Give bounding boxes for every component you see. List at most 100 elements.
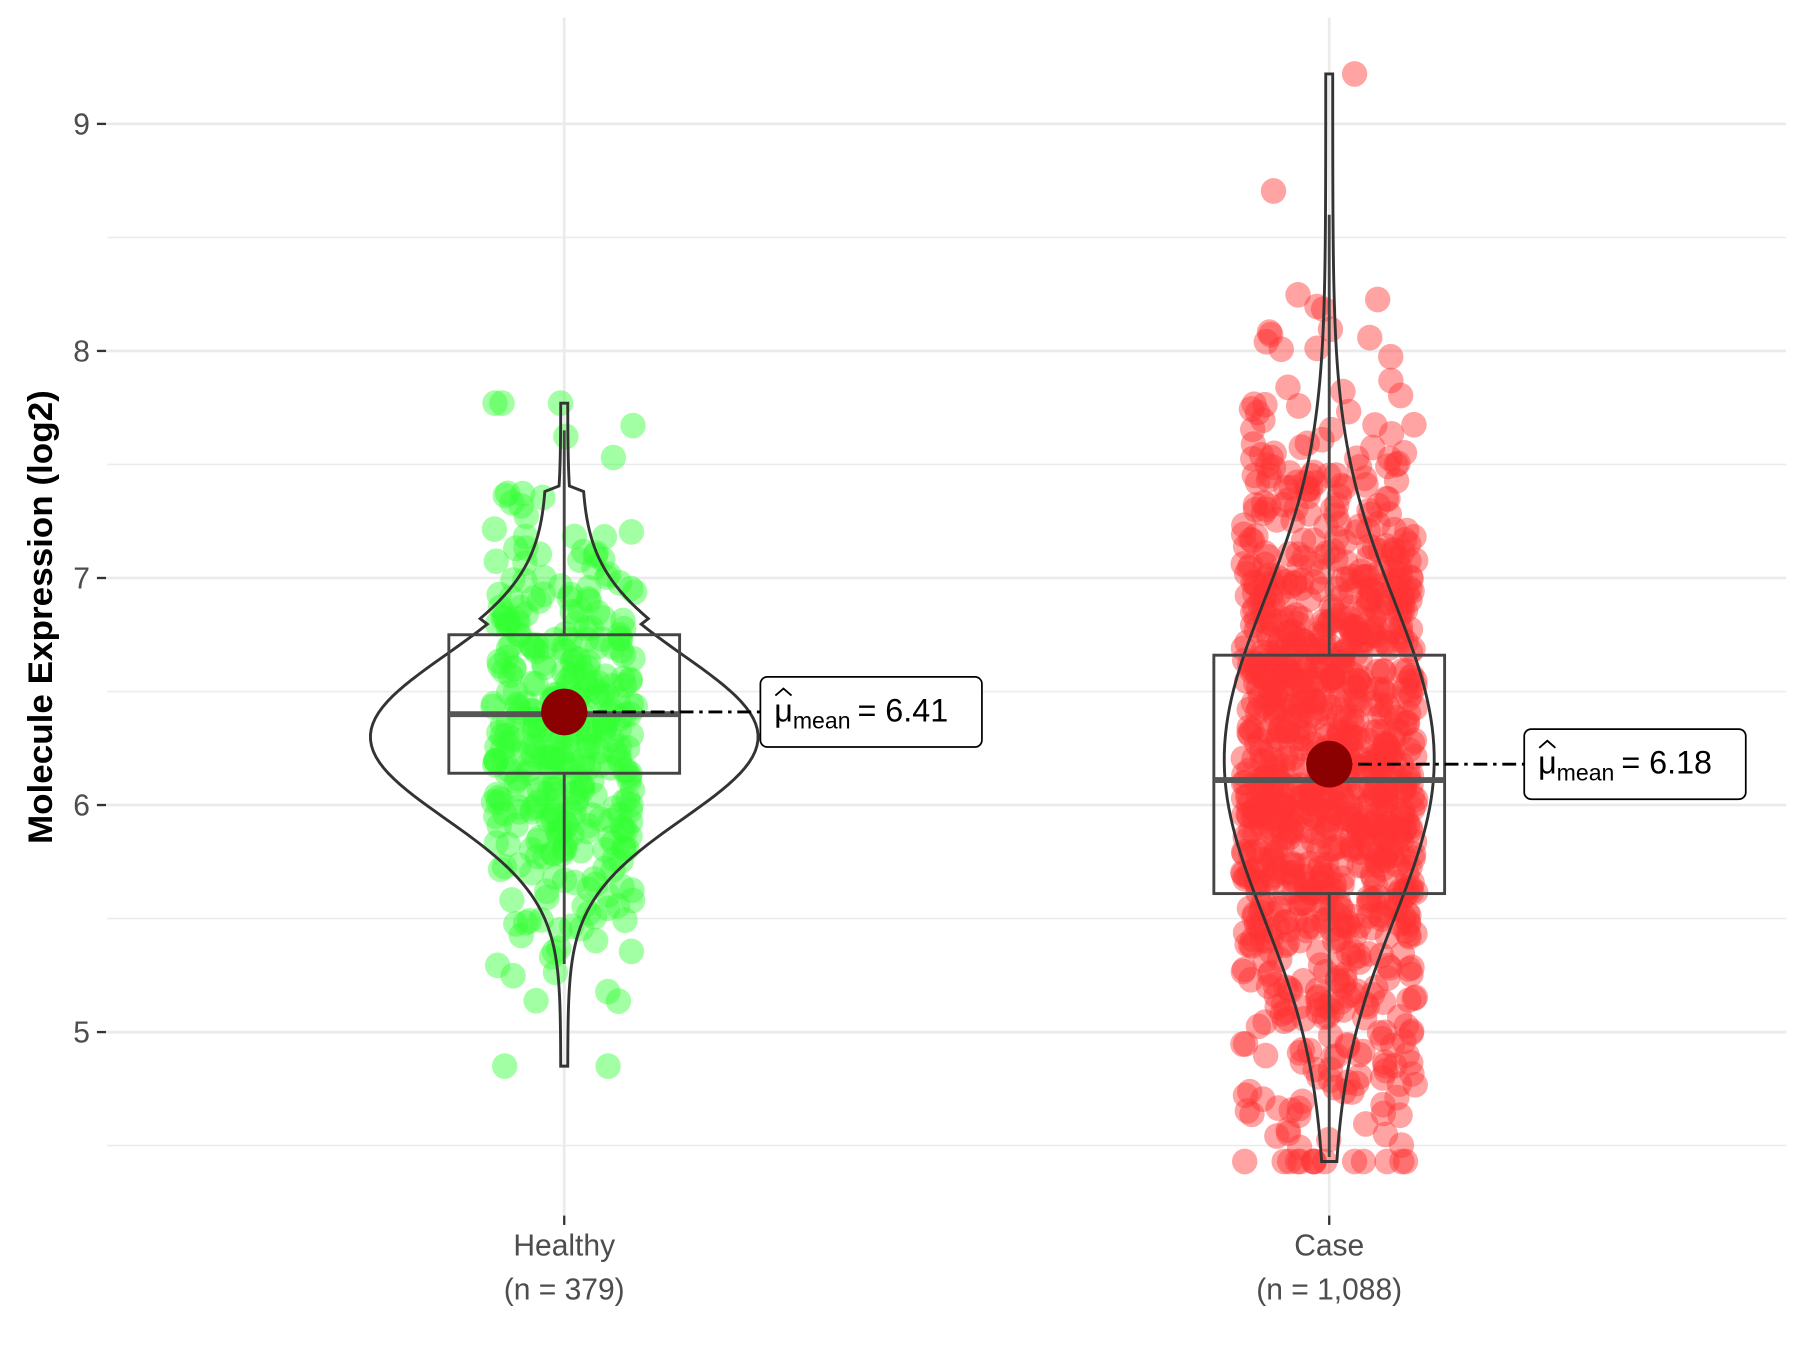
data-point [482, 751, 508, 778]
data-point [1338, 832, 1364, 858]
data-point [1391, 883, 1418, 909]
data-point [1394, 900, 1421, 927]
data-point [1240, 804, 1266, 830]
data-point [1328, 988, 1355, 1015]
data-point [1255, 621, 1282, 648]
data-point [1332, 529, 1358, 555]
data-point [1288, 786, 1315, 812]
mean-subscript: mean [793, 707, 851, 733]
data-point [610, 642, 637, 668]
data-point [530, 650, 557, 677]
data-point [1260, 694, 1286, 721]
data-point [1391, 710, 1418, 737]
data-point [1300, 802, 1327, 829]
data-point [1339, 618, 1365, 645]
data-point [1275, 1117, 1301, 1143]
data-point [1320, 664, 1346, 690]
data-point [1351, 853, 1377, 879]
data-point [1269, 606, 1295, 632]
data-point [1251, 571, 1278, 597]
data-point [1294, 872, 1320, 899]
data-point [1292, 714, 1319, 740]
data-point [1293, 659, 1319, 686]
data-point [1365, 901, 1392, 927]
data-point [486, 784, 512, 811]
data-point [1335, 913, 1362, 940]
data-point [1312, 700, 1339, 726]
data-point [1239, 612, 1266, 638]
data-point [1238, 966, 1264, 993]
data-point [523, 987, 549, 1014]
data-point [1296, 850, 1322, 877]
data-point [1234, 931, 1260, 958]
data-point [1245, 800, 1271, 827]
data-point [1377, 954, 1403, 981]
data-point [1249, 814, 1276, 841]
data-point [521, 732, 547, 758]
data-point [556, 738, 583, 764]
data-point [1240, 569, 1266, 596]
data-point [1389, 826, 1415, 853]
data-point [1257, 462, 1283, 489]
data-point [1272, 590, 1298, 617]
data-point [1270, 991, 1297, 1017]
data-point [522, 712, 548, 738]
data-point [1293, 917, 1320, 944]
data-point [1275, 487, 1301, 514]
data-point [1399, 578, 1425, 604]
data-point [1358, 622, 1384, 649]
data-point [1300, 1148, 1326, 1175]
data-point [1271, 1008, 1298, 1034]
data-point [1248, 911, 1274, 938]
data-point [542, 788, 569, 815]
data-point [1236, 792, 1262, 819]
mean-symbol: μ [1538, 744, 1557, 780]
data-point [1279, 852, 1305, 879]
data-point [1387, 588, 1413, 614]
data-point [500, 962, 526, 989]
data-point [1398, 681, 1424, 708]
data-point [540, 840, 566, 867]
data-point [606, 569, 633, 596]
data-point [610, 665, 636, 692]
data-point [1277, 859, 1303, 886]
data-point [1323, 789, 1349, 816]
data-point [1354, 755, 1381, 781]
data-point [1271, 1148, 1297, 1175]
data-point [1243, 573, 1270, 599]
data-point [1233, 863, 1260, 890]
data-point [1365, 630, 1391, 656]
data-point [1370, 658, 1396, 684]
y-axis-label: Molecule Expression (log2) [21, 390, 60, 844]
data-point [1280, 754, 1306, 781]
data-point [1285, 725, 1311, 751]
data-point [1362, 615, 1389, 642]
data-point [1231, 802, 1257, 828]
data-point [1354, 727, 1381, 754]
data-point [523, 793, 549, 820]
data-point [1277, 818, 1303, 845]
data-point [491, 800, 518, 827]
data-point [1230, 785, 1257, 812]
data-point [606, 742, 632, 769]
data-point [1398, 566, 1424, 592]
data-point [1246, 695, 1273, 721]
mean-label-box [1523, 728, 1747, 801]
data-point [1288, 654, 1314, 681]
data-point [1320, 597, 1347, 623]
data-point [500, 567, 526, 593]
data-point [618, 575, 644, 602]
data-point [1326, 950, 1353, 977]
data-point [493, 644, 520, 671]
data-point [1275, 1120, 1302, 1147]
data-point [1383, 717, 1410, 743]
data-point [1396, 531, 1422, 557]
data-point [1370, 989, 1397, 1016]
data-point [484, 733, 510, 760]
data-point [1359, 811, 1385, 838]
data-point [1341, 1148, 1368, 1175]
data-point [1314, 1003, 1341, 1030]
data-point [617, 666, 644, 693]
data-point [1346, 913, 1372, 939]
data-point [1309, 654, 1335, 680]
